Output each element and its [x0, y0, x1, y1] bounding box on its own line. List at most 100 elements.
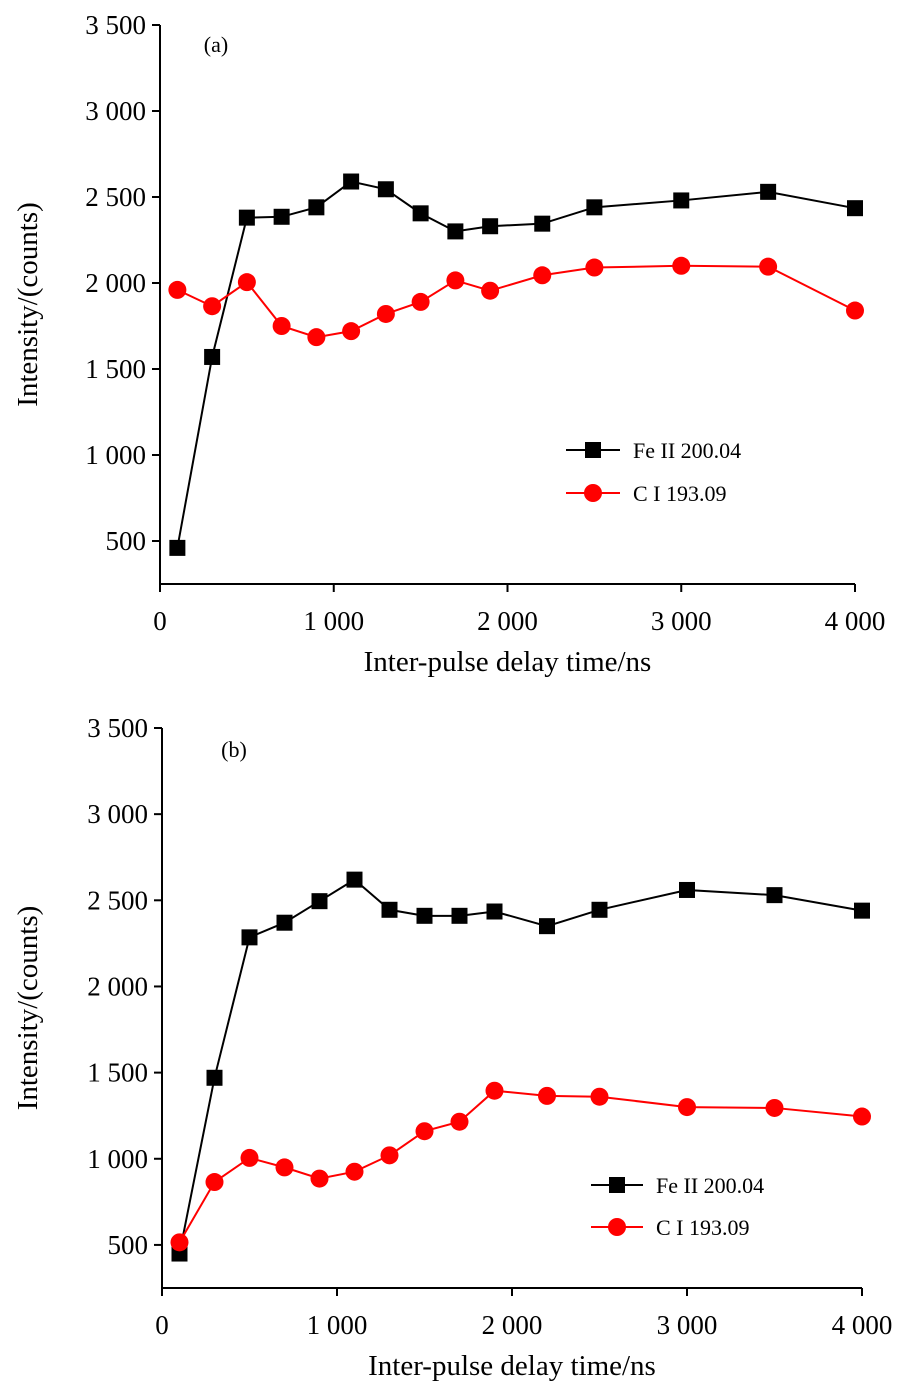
- data-point-circle: [853, 1107, 871, 1126]
- data-point-circle: [450, 1112, 469, 1131]
- data-point-circle: [538, 1086, 556, 1105]
- data-point-square: [679, 881, 695, 898]
- data-point-square: [311, 893, 328, 910]
- legend-marker-circle: [584, 484, 602, 502]
- data-point-square: [416, 907, 433, 924]
- data-point-square: [673, 192, 690, 209]
- data-point-circle: [307, 328, 326, 347]
- x-axis-title: Inter-pulse delay time/ns: [368, 1350, 656, 1382]
- data-point-square: [534, 215, 551, 232]
- x-axis-title: Inter-pulse delay time/ns: [364, 646, 652, 678]
- y-tick-label: 2 000: [85, 268, 146, 298]
- legend: Fe II 200.04 C I 193.09: [566, 438, 741, 506]
- data-point-square: [847, 200, 863, 217]
- data-point-square: [308, 199, 325, 216]
- y-tick-label: 500: [106, 526, 147, 556]
- data-point-square: [591, 901, 608, 918]
- data-point-circle: [585, 258, 604, 277]
- data-point-square: [766, 887, 783, 904]
- data-point-circle: [533, 266, 552, 285]
- y-axis-title: Intensity/(counts): [12, 906, 44, 1111]
- data-point-square: [169, 539, 186, 556]
- y-tick-label: 1 000: [87, 1144, 148, 1174]
- data-point-circle: [376, 304, 395, 323]
- y-tick-label: 500: [108, 1230, 149, 1260]
- y-tick-label: 2 000: [87, 971, 148, 1001]
- y-axis-title: Intensity/(counts): [12, 202, 44, 407]
- legend-marker-square: [609, 1177, 625, 1193]
- y-tick-label: 3 000: [87, 799, 148, 829]
- x-tick-label: 0: [155, 1310, 169, 1340]
- data-point-circle: [345, 1162, 364, 1181]
- data-point-square: [238, 209, 255, 226]
- data-point-circle: [678, 1098, 696, 1117]
- data-point-circle: [846, 301, 864, 320]
- x-tick-label: 0: [153, 606, 167, 636]
- data-point-circle: [759, 257, 778, 276]
- series-c-i: [170, 1081, 871, 1252]
- y-tick-label: 3 500: [87, 713, 148, 743]
- data-point-square: [381, 901, 398, 918]
- data-point-square: [377, 181, 394, 198]
- x-tick-label: 4 000: [832, 1310, 893, 1340]
- y-tick-label: 1 000: [85, 440, 146, 470]
- data-point-circle: [590, 1087, 609, 1106]
- legend-marker-circle: [608, 1218, 626, 1236]
- chart-panel-b: 500 1 000 1 500 2 000 2 500 3 000 3 500 0 1 000 2…: [12, 713, 892, 1382]
- x-tick-label: 3 000: [657, 1310, 718, 1340]
- legend-label: C I 193.09: [656, 1215, 750, 1240]
- data-point-circle: [275, 1158, 294, 1177]
- x-tick-label: 3 000: [651, 606, 712, 636]
- x-tick-label: 1 000: [303, 606, 364, 636]
- legend: Fe II 200.04 C I 193.09: [591, 1173, 764, 1240]
- x-tick-label: 4 000: [825, 606, 886, 636]
- y-tick-label: 2 500: [85, 182, 146, 212]
- data-point-circle: [411, 292, 430, 311]
- data-point-square: [343, 173, 360, 190]
- x-tick-label: 2 000: [477, 606, 538, 636]
- data-point-square: [586, 199, 603, 216]
- legend-label: C I 193.09: [633, 481, 727, 506]
- y-tick-label: 1 500: [85, 354, 146, 384]
- data-point-square: [854, 902, 870, 919]
- legend-label: Fe II 200.04: [656, 1173, 764, 1198]
- data-point-circle: [485, 1081, 504, 1100]
- data-point-circle: [380, 1146, 399, 1165]
- series-c-i: [168, 256, 864, 347]
- data-point-circle: [168, 280, 187, 299]
- data-point-square: [447, 223, 464, 240]
- data-point-square: [486, 903, 503, 920]
- x-tick-label: 1 000: [307, 1310, 368, 1340]
- data-point-circle: [237, 273, 256, 292]
- legend-marker-square: [585, 442, 601, 458]
- y-tick-label: 3 500: [85, 10, 146, 40]
- data-point-circle: [672, 256, 691, 275]
- data-point-circle: [203, 297, 222, 316]
- data-point-circle: [170, 1233, 189, 1252]
- data-point-circle: [272, 317, 291, 335]
- series-fe-ii: [169, 173, 863, 556]
- panel-label: (b): [221, 737, 247, 762]
- chart-panel-a: 500 1 000 1 500 2 000 2 500 3 000 3 500 0 1 000 2…: [12, 10, 885, 678]
- legend-label: Fe II 200.04: [633, 438, 741, 463]
- panel-label: (a): [204, 32, 228, 57]
- series-line: [176, 180, 856, 549]
- data-point-circle: [481, 281, 500, 300]
- data-point-circle: [342, 322, 361, 341]
- data-point-circle: [765, 1098, 784, 1117]
- data-point-square: [273, 208, 290, 225]
- y-tick-label: 3 000: [85, 96, 146, 126]
- data-point-square: [760, 183, 777, 200]
- data-point-square: [204, 348, 221, 365]
- data-point-square: [412, 205, 429, 222]
- data-point-circle: [310, 1169, 329, 1188]
- data-point-square: [241, 929, 258, 946]
- data-point-circle: [205, 1173, 224, 1192]
- data-point-square: [482, 218, 499, 235]
- series-fe-ii: [171, 871, 870, 1262]
- data-point-square: [206, 1069, 223, 1086]
- data-point-square: [539, 918, 555, 935]
- data-point-circle: [446, 271, 465, 290]
- data-point-square: [451, 907, 468, 924]
